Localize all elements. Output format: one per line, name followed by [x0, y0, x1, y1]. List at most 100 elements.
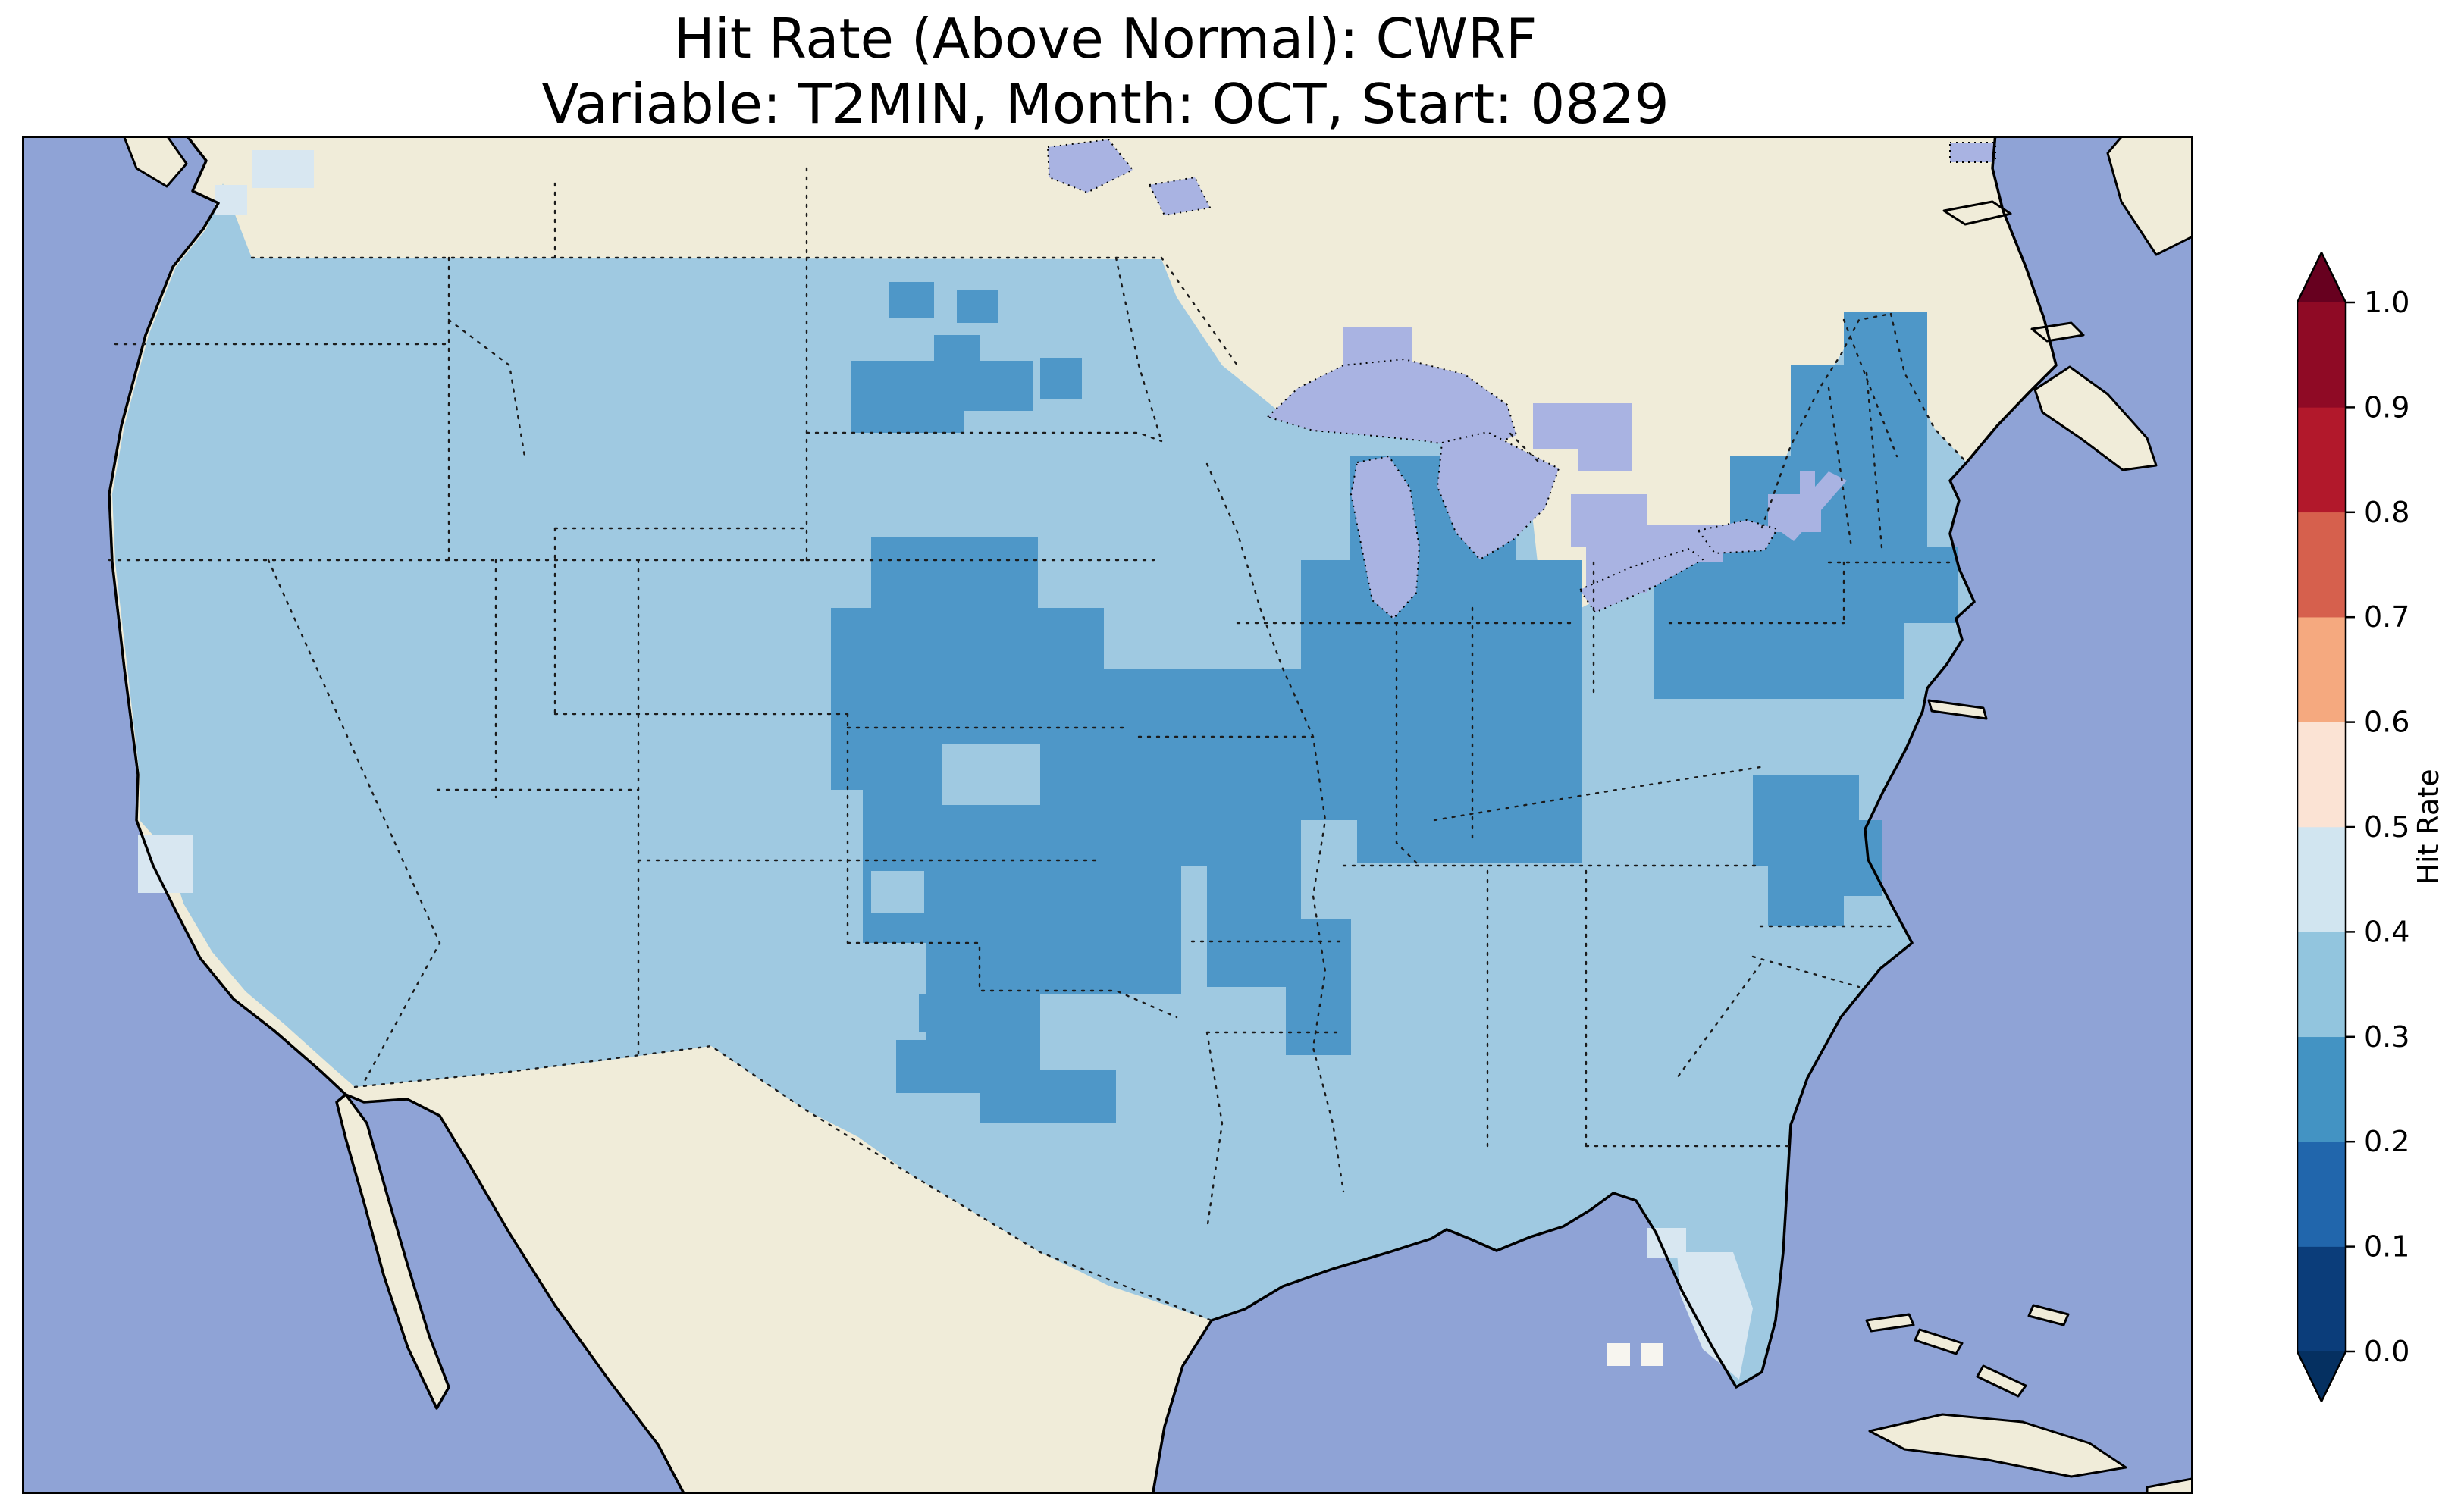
colorbar-tick-label: 0.4: [2364, 915, 2409, 948]
border-cell: [957, 290, 998, 323]
bahamas-island: [2027, 1304, 2070, 1326]
title-block: Hit Rate (Above Normal): CWRF Variable: …: [22, 6, 2189, 136]
west-kansas-hole: [942, 744, 1040, 805]
prince-edward-island: [2030, 321, 2085, 343]
canadian-lake: [1949, 142, 1996, 163]
southern-ontario-cells: [1571, 494, 1723, 593]
colorbar-tick-label: 0.7: [2364, 600, 2409, 634]
cuba: [1868, 1413, 2127, 1478]
border-cell: [889, 282, 934, 318]
mid-atlantic-coastal-patch: [1753, 775, 1882, 926]
canadian-province-border: [553, 167, 808, 259]
state-border: [846, 941, 1178, 1019]
state-border: [1676, 925, 1898, 1079]
colorbar-tick-label: 0.0: [2364, 1335, 2409, 1368]
colorbar-tick-label: 0.9: [2364, 390, 2409, 424]
lakes: [1046, 138, 1996, 620]
coastline: [108, 138, 2058, 1492]
colorbar-segment: [2297, 302, 2346, 408]
newfoundland: [2106, 138, 2191, 256]
figure-subtitle: Variable: T2MIN, Month: OCT, Start: 0829: [541, 72, 1669, 136]
map-frame: [22, 136, 2193, 1494]
colorbar-extend-upper: [2297, 252, 2346, 302]
hit-rate-patches-40-50: [138, 150, 1753, 1380]
vancouver-island: [123, 138, 188, 188]
north-superior-cells: [1343, 327, 1412, 365]
colorbar-segment: [2297, 1036, 2346, 1142]
colorbar-extend-lower: [2297, 1351, 2346, 1402]
kansas-oklahoma-block: [863, 835, 1181, 994]
state-border: [1342, 766, 1762, 867]
state-border: [805, 431, 1163, 443]
colorbar-segment: [2297, 1141, 2346, 1247]
colorbar-segment: [2297, 722, 2346, 828]
ohio-valley-block: [1301, 560, 1582, 863]
colorbar-segment: [2297, 826, 2346, 932]
ozark-mississippi-tongue: [1207, 919, 1351, 1055]
hit-rate-holes-30-40: [871, 744, 1040, 913]
pennsylvania-newyork-block: [1654, 532, 1904, 699]
colorbar: 0.0 0.1 0.2 0.3 0.4 0.5 0.6 0.7 0.8 0.9 1.0 Hit Rat…: [2296, 250, 2460, 1405]
colorbar-tick-label: 1.0: [2364, 286, 2409, 319]
long-island: [1927, 699, 1988, 720]
lake-ontario: [1697, 518, 1779, 555]
maine-block: [1844, 312, 1927, 403]
state-border: [553, 527, 849, 716]
south-florida-cell: [1607, 1343, 1630, 1366]
colorbar-tick-label: 0.1: [2364, 1230, 2409, 1264]
dakotas-patch: [851, 335, 1033, 433]
colorbar-tick-label: 0.8: [2364, 496, 2409, 529]
state-border: [1827, 318, 1898, 549]
hispaniola-edge: [2146, 1477, 2191, 1492]
anticosti-island: [1942, 200, 2012, 226]
bahamas-island: [1976, 1364, 2027, 1398]
oklahoma-panhandle-hole: [871, 871, 924, 913]
florida-tip-patch: [1677, 1252, 1753, 1380]
colorbar-segment: [2297, 512, 2346, 618]
us-mexico-border: [353, 1045, 1213, 1322]
colorbar-tick-label: 0.6: [2364, 706, 2409, 739]
central-texas-patch: [896, 1040, 1116, 1123]
colorbar-tick-label: 0.3: [2364, 1020, 2409, 1054]
dakotas-cell: [1040, 358, 1082, 399]
colorbar-segment: [2297, 616, 2346, 722]
state-border: [1395, 622, 1421, 867]
colorbar-axis-label: Hit Rate: [2412, 769, 2445, 885]
grand-bahama: [1865, 1313, 1915, 1333]
coastline-overlay: [108, 138, 2058, 1492]
political-borders: [108, 167, 1968, 1322]
lake-winnipeg-area: [1046, 138, 1134, 194]
bahamas-island: [1914, 1328, 1964, 1355]
map-canvas: [24, 138, 2191, 1492]
lake-huron: [1436, 431, 1560, 561]
georgian-bay-cells: [1533, 403, 1632, 471]
lake-champlain: [1800, 471, 1815, 526]
figure-title: Hit Rate (Above Normal): CWRF: [673, 7, 1538, 70]
colorbar-tick-label: 0.5: [2364, 810, 2409, 844]
state-border: [436, 788, 849, 862]
wisconsin-strip: [1313, 608, 1359, 669]
colorbar-tick-label: 0.2: [2364, 1125, 2409, 1158]
california-coast-cells: [138, 835, 193, 893]
south-florida-cell: [1641, 1343, 1663, 1366]
state-border: [1114, 256, 1163, 443]
puget-sound-cells: [252, 150, 314, 188]
mississippi-river-borders: [1205, 462, 1345, 1193]
lake-superior: [1266, 358, 1518, 452]
state-border: [1486, 869, 1792, 1148]
colorbar-segment: [2297, 932, 2346, 1038]
canadian-lake: [1148, 176, 1212, 217]
missouri-iowa-block: [1104, 669, 1301, 919]
lavender-cell-patches: [1343, 327, 1847, 593]
colorbar-segment: [2297, 1246, 2346, 1352]
state-border: [1190, 940, 1345, 1231]
colorbar-segment: [2297, 407, 2346, 513]
hit-rate-cells-50-60: [1607, 1343, 1663, 1366]
state-border: [447, 318, 526, 458]
us-canada-border-east: [1160, 256, 1968, 529]
lake-michigan: [1350, 455, 1421, 620]
state-border: [1827, 561, 1951, 625]
baja-coastline: [335, 1093, 450, 1410]
coastal-new-england-block: [1867, 547, 1958, 623]
puget-sound-cells: [215, 185, 247, 215]
